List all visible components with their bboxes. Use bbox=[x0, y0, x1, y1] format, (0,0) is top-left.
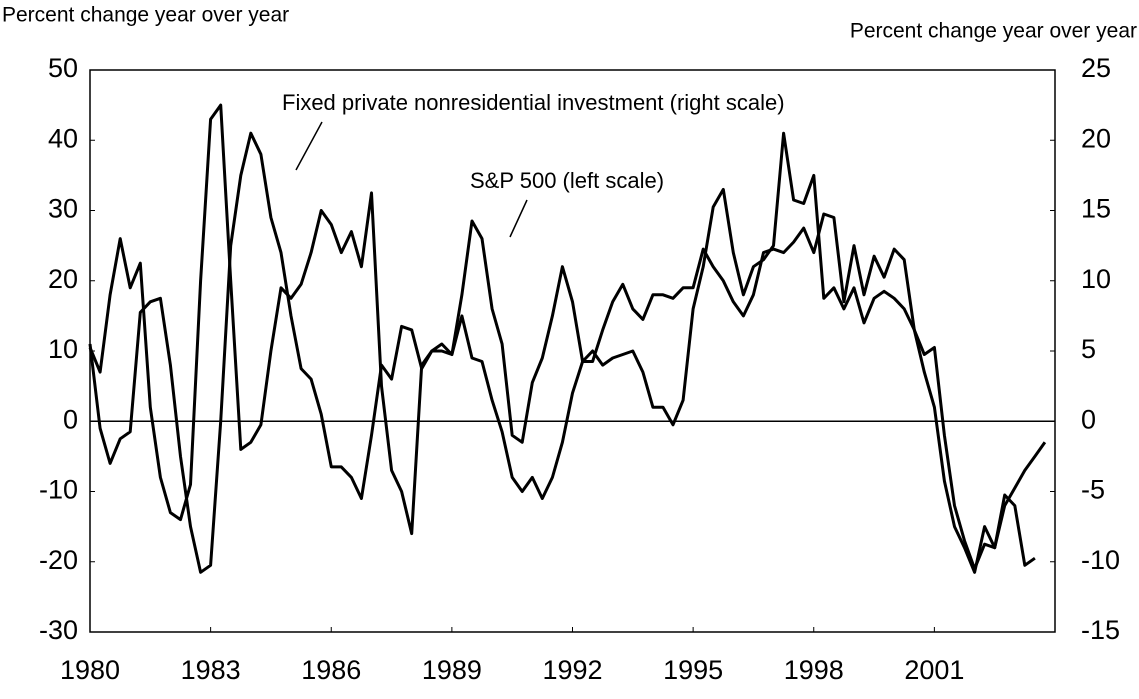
y-tick-label: -20 bbox=[39, 545, 78, 575]
y2-tick-label: 25 bbox=[1081, 53, 1111, 83]
annotation-arrow bbox=[295, 121, 323, 171]
y2-tick-label: -15 bbox=[1081, 615, 1120, 645]
y-tick-label: -10 bbox=[39, 475, 78, 505]
x-tick-label: 1998 bbox=[784, 655, 844, 685]
x-tick-label: 1992 bbox=[542, 655, 602, 685]
y2-tick-label: 20 bbox=[1081, 123, 1111, 153]
annotation: Fixed private nonresidential investment … bbox=[282, 90, 785, 115]
y2-tick-label: 5 bbox=[1081, 334, 1096, 364]
y-axis-label: Percent change year over year bbox=[2, 4, 289, 27]
y2-tick-label: -10 bbox=[1081, 545, 1120, 575]
series-line bbox=[88, 131, 1047, 574]
x-tick-label: 1995 bbox=[663, 655, 723, 685]
y2-tick-label: 0 bbox=[1081, 404, 1096, 434]
annotation: S&P 500 (left scale) bbox=[470, 168, 664, 193]
x-tick-label: 1980 bbox=[60, 655, 120, 685]
y2-tick-label: -5 bbox=[1081, 475, 1105, 505]
y-tick-label: 0 bbox=[63, 404, 78, 434]
y2-axis-label: Percent change year over year bbox=[850, 20, 1137, 43]
y-tick-label: 50 bbox=[48, 53, 78, 83]
y2-tick-label: 10 bbox=[1081, 264, 1111, 294]
x-tick-label: 1989 bbox=[422, 655, 482, 685]
y-tick-label: -30 bbox=[39, 615, 78, 645]
annotation-arrow bbox=[509, 199, 528, 238]
y-tick-label: 40 bbox=[48, 123, 78, 153]
series-line bbox=[88, 103, 1036, 571]
y-tick-label: 30 bbox=[48, 194, 78, 224]
x-tick-label: 1986 bbox=[301, 655, 361, 685]
x-tick-label: 1983 bbox=[181, 655, 241, 685]
y-tick-label: 20 bbox=[48, 264, 78, 294]
x-tick-label: 2001 bbox=[904, 655, 964, 685]
y-tick-label: 10 bbox=[48, 334, 78, 364]
y2-tick-label: 15 bbox=[1081, 194, 1111, 224]
